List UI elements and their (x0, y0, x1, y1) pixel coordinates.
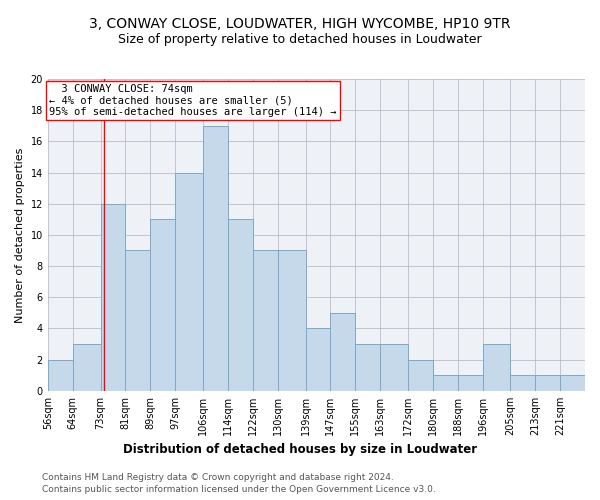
Bar (408, 360, 433, 391)
Text: Contains public sector information licensed under the Open Government Licence v3: Contains public sector information licen… (42, 485, 436, 494)
Bar (125, 250, 150, 391)
Bar (355, 344, 380, 391)
Bar (48, 360, 73, 391)
Text: 3, CONWAY CLOSE, LOUDWATER, HIGH WYCOMBE, HP10 9TR: 3, CONWAY CLOSE, LOUDWATER, HIGH WYCOMBE… (89, 18, 511, 32)
Bar (482, 344, 511, 391)
Y-axis label: Number of detached properties: Number of detached properties (15, 147, 25, 322)
Bar (228, 220, 253, 391)
Bar (380, 344, 408, 391)
Bar (535, 375, 560, 391)
Bar (458, 375, 482, 391)
Bar (253, 250, 278, 391)
Text: Distribution of detached houses by size in Loudwater: Distribution of detached houses by size … (123, 442, 477, 456)
Text: Contains HM Land Registry data © Crown copyright and database right 2024.: Contains HM Land Registry data © Crown c… (42, 472, 394, 482)
Text: Size of property relative to detached houses in Loudwater: Size of property relative to detached ho… (118, 32, 482, 46)
Bar (331, 313, 355, 391)
Bar (150, 220, 175, 391)
Bar (175, 172, 203, 391)
Bar (203, 126, 228, 391)
Text: 3 CONWAY CLOSE: 74sqm
← 4% of detached houses are smaller (5)
95% of semi-detach: 3 CONWAY CLOSE: 74sqm ← 4% of detached h… (49, 84, 337, 117)
Bar (560, 375, 585, 391)
Bar (278, 250, 305, 391)
Bar (73, 344, 101, 391)
Bar (101, 204, 125, 391)
Bar (433, 375, 458, 391)
Bar (305, 328, 331, 391)
Bar (511, 375, 535, 391)
